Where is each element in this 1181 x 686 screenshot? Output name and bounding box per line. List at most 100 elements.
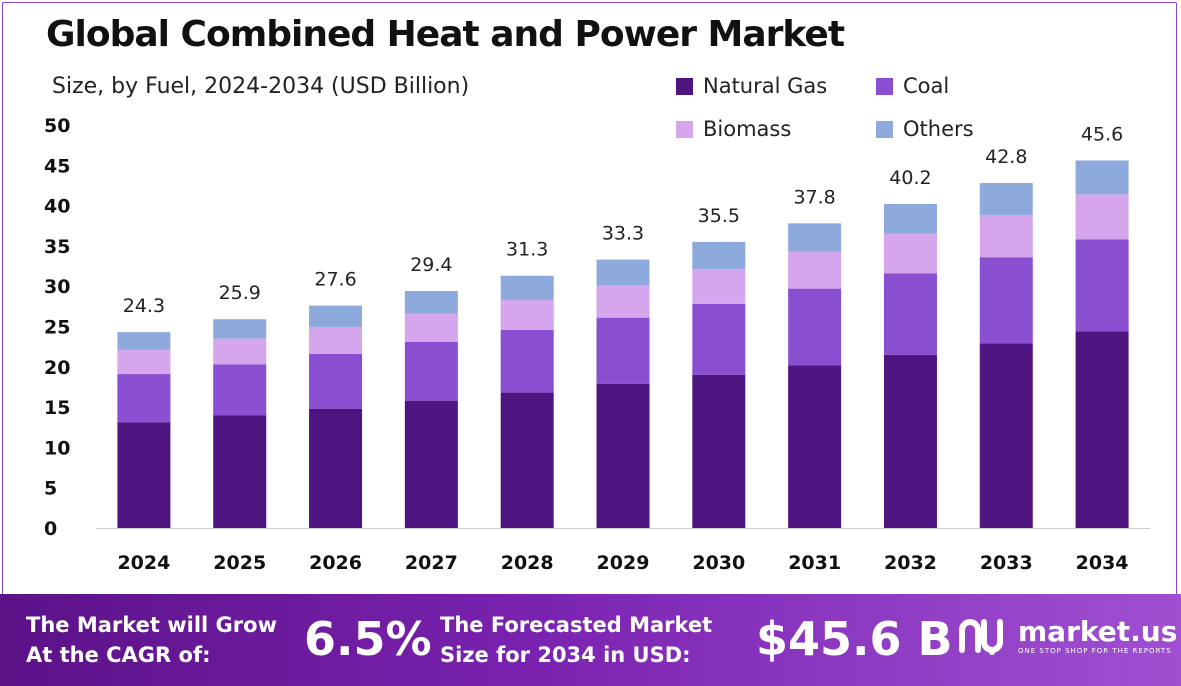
legend-item-biomass: Biomass [676,117,791,141]
bar-total-label: 37.8 [793,186,835,208]
bar-segment-coal [500,329,554,393]
x-tick-label: 2033 [980,552,1033,574]
brand-tagline: ONE STOP SHOP FOR THE REPORTS [1018,647,1172,655]
legend-item-others: Others [876,117,974,141]
bar-segment-natural-gas [788,365,842,528]
bar-segment-coal [596,317,650,384]
bar-segment-others [404,291,458,314]
bar-total-label: 24.3 [123,295,165,317]
bar-segment-natural-gas [979,343,1033,528]
bar-total-label: 29.4 [410,254,452,276]
chart-title: Global Combined Heat and Power Market [46,14,845,55]
legend-label-coal: Coal [903,74,950,98]
bar-segment-coal [979,257,1033,344]
chart-subtitle: Size, by Fuel, 2024-2034 (USD Billion) [52,74,470,99]
y-tick-label: 35 [44,236,70,258]
bar-segment-others [979,183,1033,216]
bar-segment-others [883,203,937,234]
forecast-label-line1: The Forecasted Market [440,613,713,637]
bar-segment-coal [788,288,842,366]
bar-segment-biomass [788,251,842,289]
bar-segment-natural-gas [883,354,937,528]
legend-swatch-natural-gas [676,77,693,95]
bar-total-label: 42.8 [985,146,1027,168]
y-tick-label: 30 [44,276,70,298]
bar-segment-biomass [883,233,937,274]
bar-segment-natural-gas [213,415,267,528]
legend-swatch-coal [876,77,893,95]
market-us-logo-icon [959,619,1003,655]
bar-segment-natural-gas [117,422,171,528]
cagr-label-line2: At the CAGR of: [26,643,211,667]
bar-segment-coal [117,374,171,423]
bar-total-label: 40.2 [889,167,931,189]
bar-total-label: 33.3 [602,223,644,245]
y-tick-label: 10 [44,437,70,459]
bar-segment-coal [213,364,267,416]
bar-segment-others [596,259,650,286]
x-tick-label: 2028 [501,552,554,574]
bar-segment-natural-gas [596,383,650,528]
bar-segment-coal [404,341,458,401]
x-tick-label: 2024 [117,552,170,574]
x-tick-label: 2029 [597,552,650,574]
bar-segment-coal [1075,239,1129,332]
x-tick-label: 2031 [788,552,841,574]
legend-swatch-biomass [676,120,693,138]
legend-label-others: Others [903,117,974,141]
bar-segment-others [213,319,267,339]
bar-segment-natural-gas [1075,331,1129,528]
bar-segment-natural-gas [500,392,554,528]
y-tick-label: 50 [44,115,70,137]
x-tick-label: 2034 [1076,552,1129,574]
brand-name: market.us [1018,615,1178,648]
forecast-label: The Forecasted Market Size for 2034 in U… [440,610,712,670]
bar-total-label: 31.3 [506,239,548,261]
legend-label-biomass: Biomass [703,117,792,141]
bar-segment-others [1075,160,1129,195]
y-tick-label: 0 [44,518,57,540]
y-tick-label: 45 [44,155,70,177]
x-tick-label: 2026 [309,552,362,574]
bar-segment-others [692,241,746,270]
bar-segment-biomass [692,269,746,304]
forecast-label-line2: Size for 2034 in USD: [440,643,691,667]
bar-segment-biomass [596,285,650,318]
bar-total-label: 35.5 [698,205,740,227]
bar-segment-biomass [404,313,458,342]
bar-segment-coal [309,353,363,409]
y-tick-label: 15 [44,397,70,419]
x-tick-label: 2027 [405,552,458,574]
legend-swatch-others [876,120,893,138]
y-tick-label: 40 [44,196,70,218]
summary-banner: The Market will Grow At the CAGR of: 6.5… [0,594,1181,686]
bar-segment-biomass [213,338,267,365]
cagr-value: 6.5% [304,612,432,666]
bar-total-label: 45.6 [1081,123,1123,145]
bar-segment-biomass [309,327,363,354]
cagr-label-line1: The Market will Grow [26,613,277,637]
bar-total-label: 25.9 [219,282,261,304]
bar-segment-others [117,332,171,350]
legend-label-natural-gas: Natural Gas [703,74,828,98]
bar-segment-natural-gas [309,408,363,528]
y-tick-label: 20 [44,357,70,379]
bar-segment-biomass [979,215,1033,258]
x-tick-label: 2030 [692,552,745,574]
cagr-label: The Market will Grow At the CAGR of: [26,610,277,670]
x-tick-label: 2032 [884,552,937,574]
y-tick-label: 25 [44,317,70,339]
brand-logo: market.us ONE STOP SHOP FOR THE REPORTS [958,616,1177,656]
bar-segment-natural-gas [692,374,746,528]
bar-segment-coal [692,303,746,375]
bar-segment-biomass [500,299,554,330]
forecast-value: $45.6 B [756,612,953,666]
stacked-bar-chart: 0510152025303540455024.3202425.9202527.6… [44,115,1150,574]
bar-segment-others [788,223,842,252]
bar-segment-others [500,275,554,300]
bar-segment-natural-gas [404,400,458,528]
legend-item-coal: Coal [876,74,949,98]
bar-segment-biomass [1075,194,1129,240]
x-tick-label: 2025 [213,552,266,574]
bar-segment-coal [883,273,937,355]
